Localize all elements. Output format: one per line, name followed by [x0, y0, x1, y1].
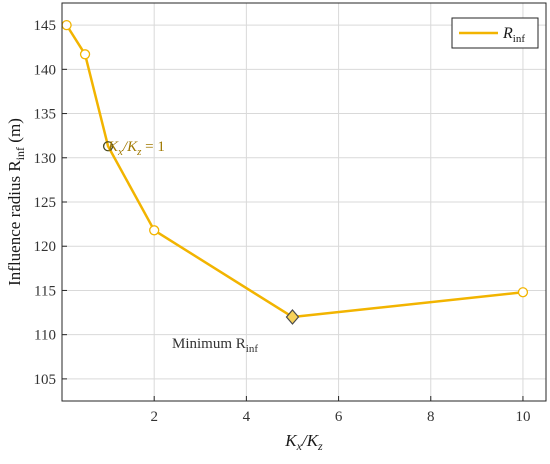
x-tick-label: 2	[150, 409, 158, 425]
annot1-tail: = 1	[141, 139, 164, 155]
y-tick-labels: 105 110 115 120 125 130 135 140 145	[34, 18, 67, 388]
x-axis-title-sep: /K	[301, 431, 320, 450]
x-tick-label: 8	[427, 409, 435, 425]
annot2-main: Minimum R	[172, 336, 246, 352]
y-axis-title-unit: (m)	[5, 118, 24, 147]
y-tick-label: 105	[34, 372, 57, 388]
highlighted-point-marker	[102, 141, 114, 152]
legend-label-sub: inf	[513, 33, 526, 45]
data-point	[517, 287, 529, 298]
legend-label: Rinf	[502, 25, 525, 45]
series-layer	[61, 19, 529, 325]
x-tick-label: 4	[243, 409, 251, 425]
y-axis-title-main: Influence radius R	[5, 160, 24, 286]
minimum-point-marker	[285, 309, 300, 325]
x-axis-title-sub2: z	[317, 439, 323, 453]
grid	[62, 3, 546, 401]
y-tick-label: 110	[34, 328, 56, 344]
annotation-minimum: Minimum Rinf	[172, 336, 258, 355]
y-tick-label: 140	[34, 62, 57, 78]
y-tick-label: 145	[34, 18, 57, 34]
annotation-ratio-equals-one: Kx/Kz = 1	[107, 139, 165, 158]
annot1-sub2: z	[136, 146, 142, 158]
annot1-sep: /K	[122, 139, 138, 155]
data-point	[79, 49, 91, 60]
y-tick-label: 135	[34, 107, 57, 123]
annot2-sub: inf	[246, 343, 259, 355]
x-tick-label: 6	[335, 409, 343, 425]
y-tick-label: 120	[34, 239, 57, 255]
y-axis-title: Influence radius Rinf (m)	[5, 118, 27, 286]
legend-label-main: R	[502, 25, 513, 42]
x-axis-title-main: K	[284, 431, 298, 450]
y-tick-label: 130	[34, 151, 57, 167]
annot1-main: K	[107, 139, 119, 155]
y-tick-label: 115	[34, 283, 56, 299]
y-tick-label: 125	[34, 195, 57, 211]
data-point	[61, 19, 72, 31]
x-tick-labels: 2 4 6 8 10	[150, 396, 530, 425]
x-axis-title: Kx/Kz	[284, 431, 323, 453]
legend: Rinf	[451, 17, 539, 49]
annot1-sub1: x	[117, 146, 123, 158]
y-axis-title-sub: inf	[13, 147, 27, 160]
x-tick-label: 10	[515, 409, 530, 425]
x-axis-title-sub1: x	[296, 439, 303, 453]
series-line	[65, 24, 524, 319]
plot-frame	[61, 2, 547, 402]
data-point	[149, 225, 160, 236]
